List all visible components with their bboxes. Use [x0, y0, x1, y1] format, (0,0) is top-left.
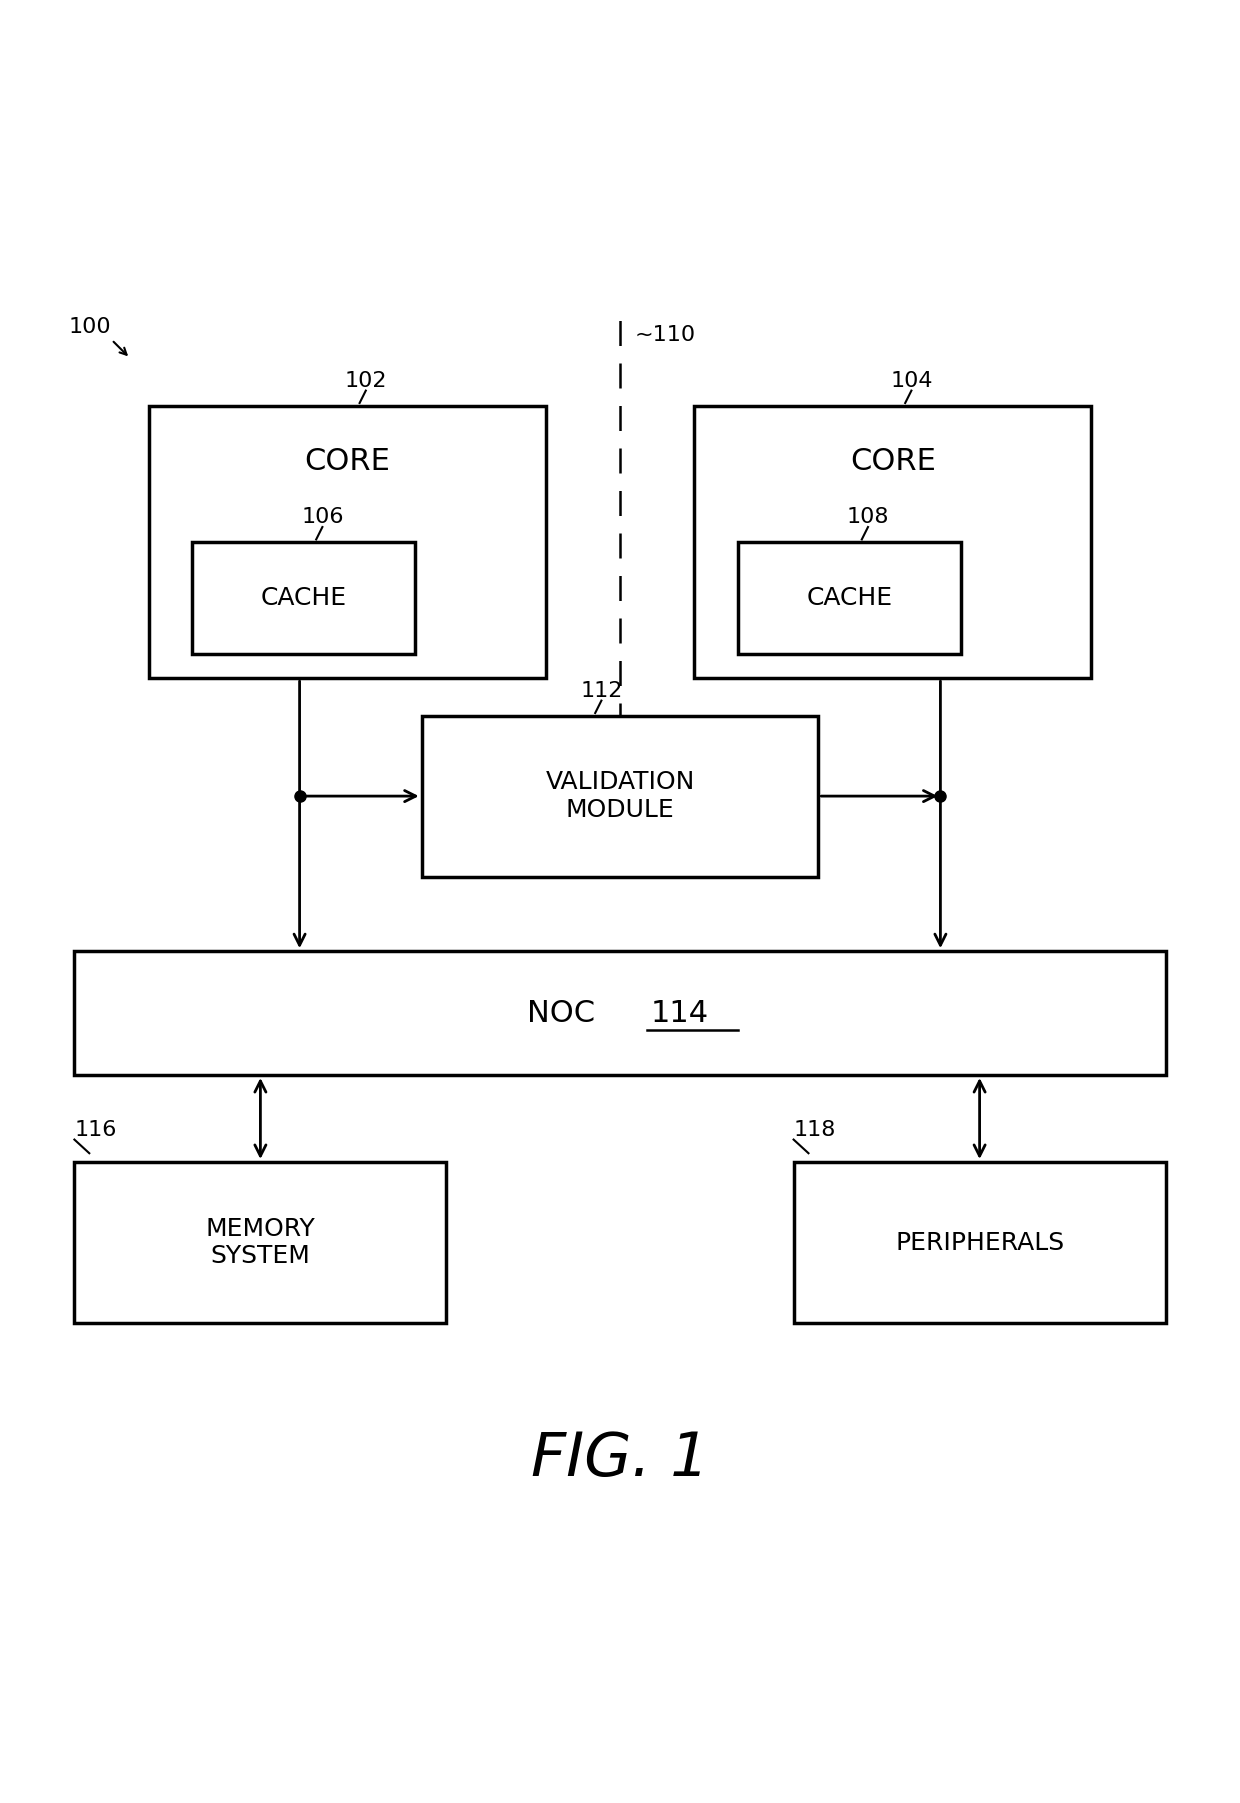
Text: ~110: ~110 [635, 325, 696, 344]
Text: 102: 102 [345, 371, 387, 391]
Text: 114: 114 [651, 999, 709, 1028]
Bar [422, 716, 818, 876]
Text: 108: 108 [847, 507, 889, 526]
Text: FIG. 1: FIG. 1 [531, 1430, 709, 1489]
Bar [694, 406, 1091, 678]
Text: CACHE: CACHE [260, 586, 347, 609]
Text: NOC: NOC [527, 999, 595, 1028]
Text: 112: 112 [580, 680, 622, 701]
Text: 118: 118 [794, 1120, 836, 1139]
Bar [149, 406, 546, 678]
Text: MEMORY
SYSTEM: MEMORY SYSTEM [206, 1217, 315, 1268]
Text: 106: 106 [301, 507, 343, 526]
Text: 100: 100 [68, 317, 110, 337]
Bar [74, 952, 1166, 1075]
Bar [192, 543, 415, 653]
Text: PERIPHERALS: PERIPHERALS [895, 1230, 1064, 1255]
Bar [74, 1161, 446, 1323]
Text: CORE: CORE [304, 447, 391, 476]
Text: CORE: CORE [849, 447, 936, 476]
Text: 116: 116 [74, 1120, 117, 1139]
Bar [738, 543, 961, 653]
Text: VALIDATION
MODULE: VALIDATION MODULE [546, 770, 694, 822]
Text: CACHE: CACHE [806, 586, 893, 609]
Text: 104: 104 [890, 371, 932, 391]
Bar [794, 1161, 1166, 1323]
